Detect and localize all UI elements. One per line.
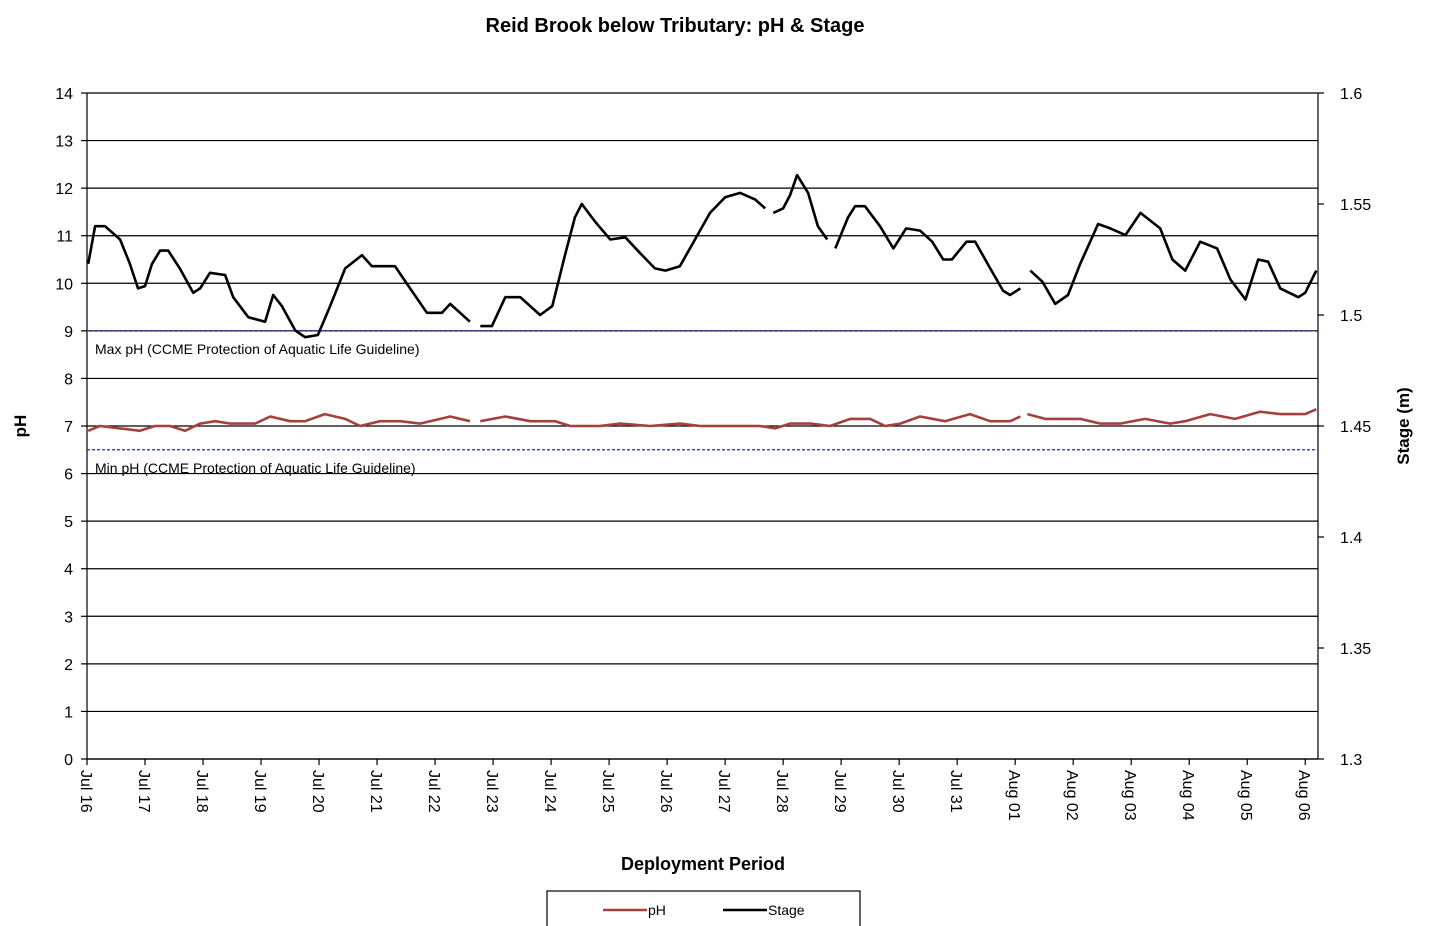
y-tick-label: 12 bbox=[55, 181, 73, 198]
y-tick-label: 4 bbox=[64, 562, 73, 579]
series-line bbox=[480, 412, 1021, 430]
y-tick-label: 8 bbox=[64, 371, 73, 388]
y-tick-label: 2 bbox=[64, 657, 73, 674]
y-axis-title: pH bbox=[11, 415, 30, 438]
x-tick-label: Aug 03 bbox=[1121, 770, 1138, 821]
x-tick-label: Aug 06 bbox=[1295, 770, 1312, 821]
x-tick-label: Jul 16 bbox=[77, 770, 94, 813]
reference-label: Max pH (CCME Protection of Aquatic Life … bbox=[95, 341, 419, 357]
y-tick-label: 5 bbox=[64, 514, 73, 531]
y2-tick-label: 1.55 bbox=[1340, 197, 1371, 214]
x-tick-label: Jul 27 bbox=[715, 770, 732, 813]
y-tick-label: 0 bbox=[64, 752, 73, 769]
x-tick-label: Aug 01 bbox=[1005, 770, 1022, 821]
legend-label: pH bbox=[648, 902, 666, 918]
y-tick-label: 13 bbox=[55, 134, 73, 151]
y2-axis-title: Stage (m) bbox=[1394, 387, 1413, 464]
series-line bbox=[1029, 211, 1318, 306]
y2-tick-label: 1.35 bbox=[1340, 641, 1371, 658]
x-tick-label: Aug 04 bbox=[1179, 770, 1196, 821]
x-tick-label: Jul 28 bbox=[773, 770, 790, 813]
y-tick-label: 1 bbox=[64, 704, 73, 721]
y-tick-label: 6 bbox=[64, 467, 73, 484]
y-tick-label: 14 bbox=[55, 86, 73, 103]
series-line bbox=[1027, 408, 1317, 425]
y-tick-label: 7 bbox=[64, 419, 73, 436]
y-tick-label: 10 bbox=[55, 276, 73, 293]
y-tick-label: 3 bbox=[64, 609, 73, 626]
x-tick-label: Jul 18 bbox=[193, 770, 210, 813]
series-line bbox=[834, 204, 1022, 297]
series-line bbox=[86, 224, 471, 339]
chart-title: Reid Brook below Tributary: pH & Stage bbox=[486, 15, 865, 37]
series-line bbox=[87, 412, 471, 433]
x-tick-label: Jul 19 bbox=[251, 770, 268, 813]
y-tick-label: 9 bbox=[64, 324, 73, 341]
x-tick-label: Aug 05 bbox=[1237, 770, 1254, 821]
x-tick-label: Jul 21 bbox=[367, 770, 384, 813]
x-tick-label: Jul 20 bbox=[309, 770, 326, 813]
y-tick-label: 11 bbox=[56, 229, 73, 246]
x-tick-label: Jul 30 bbox=[889, 770, 906, 813]
reference-label: Min pH (CCME Protection of Aquatic Life … bbox=[95, 460, 416, 476]
x-tick-label: Jul 17 bbox=[135, 770, 152, 813]
y2-tick-label: 1.5 bbox=[1340, 308, 1362, 325]
legend-label: Stage bbox=[768, 902, 805, 918]
series-line bbox=[772, 173, 829, 241]
x-tick-label: Jul 26 bbox=[657, 770, 674, 813]
y2-tick-label: 1.6 bbox=[1340, 86, 1362, 103]
x-axis-title: Deployment Period bbox=[621, 854, 785, 874]
y2-tick-label: 1.4 bbox=[1340, 530, 1362, 547]
x-tick-label: Jul 22 bbox=[425, 770, 442, 813]
x-tick-label: Jul 31 bbox=[947, 770, 964, 813]
x-tick-label: Jul 25 bbox=[599, 770, 616, 813]
x-tick-label: Aug 02 bbox=[1063, 770, 1080, 821]
x-tick-label: Jul 24 bbox=[541, 770, 558, 813]
y2-tick-label: 1.45 bbox=[1340, 419, 1371, 436]
legend-box bbox=[546, 890, 861, 926]
x-tick-label: Jul 23 bbox=[483, 770, 500, 813]
y2-tick-label: 1.3 bbox=[1340, 752, 1362, 769]
series-line bbox=[480, 191, 767, 328]
x-tick-label: Jul 29 bbox=[831, 770, 848, 813]
